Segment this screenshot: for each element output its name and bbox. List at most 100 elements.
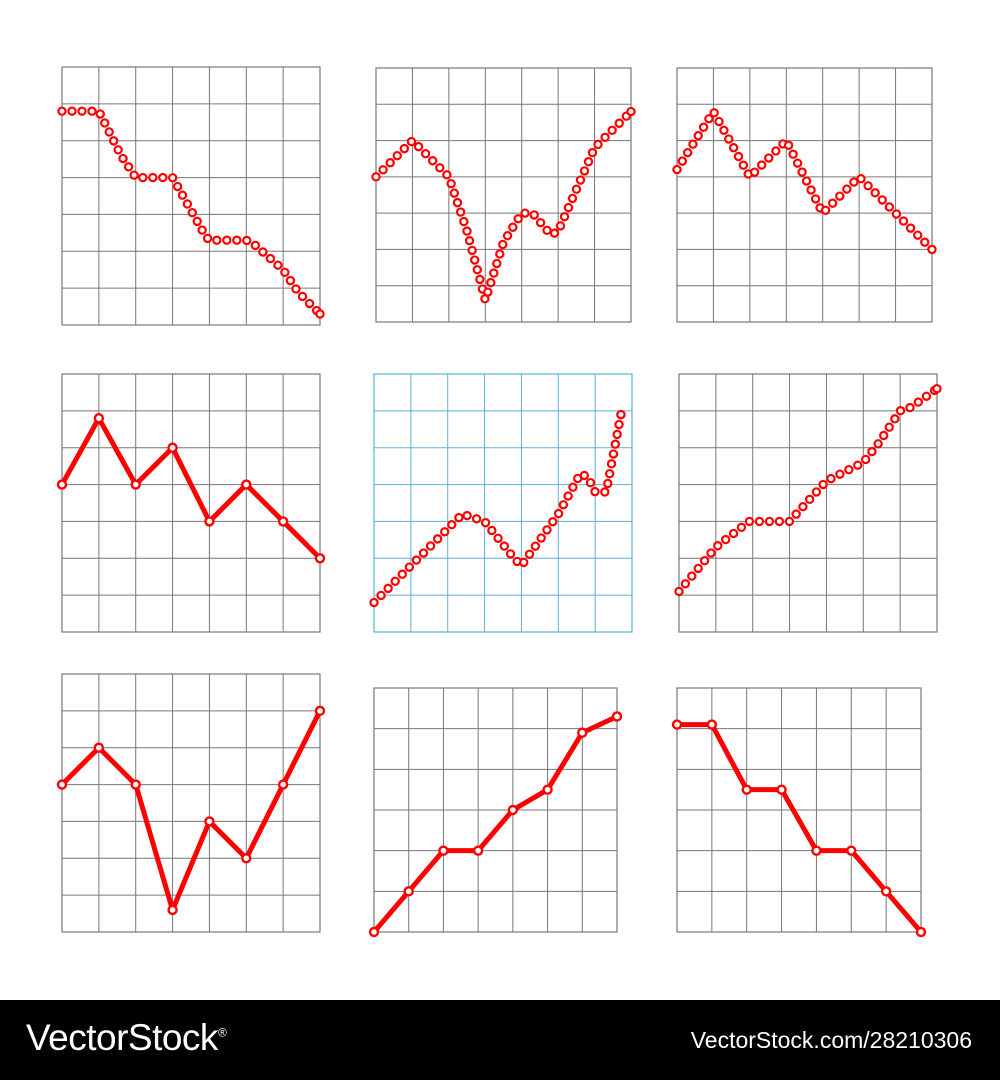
data-marker [420, 148, 431, 159]
data-marker [291, 284, 301, 294]
data-marker [498, 239, 508, 250]
data-marker [470, 255, 480, 265]
data-marker [842, 184, 852, 194]
data-marker [699, 556, 710, 566]
data-marker [297, 291, 308, 302]
data-marker [87, 106, 97, 116]
data-marker [411, 555, 422, 565]
data-marker [108, 136, 119, 146]
data-marker [273, 260, 283, 270]
data-point [241, 479, 252, 490]
data-marker [714, 116, 724, 127]
data-marker [764, 153, 774, 163]
data-marker [535, 217, 546, 228]
data-marker [480, 517, 491, 528]
data-marker [913, 397, 924, 407]
data-marker [553, 508, 564, 519]
chart-frame [375, 67, 632, 323]
watermark-bar: VectorStock® VectorStock.com/28210306 [0, 1000, 1000, 1080]
data-marker [835, 469, 845, 479]
data-marker [672, 164, 682, 175]
data-marker [563, 202, 574, 213]
data-marker [890, 414, 900, 424]
data-marker [182, 199, 193, 209]
data-marker [798, 502, 808, 512]
data-marker [616, 409, 626, 420]
data-marker [542, 525, 552, 535]
data-marker [462, 226, 472, 236]
data-marker [879, 430, 889, 441]
data-marker [158, 172, 168, 183]
data-marker [568, 482, 578, 492]
data-marker [486, 277, 496, 288]
data-marker [709, 108, 719, 118]
data-marker [446, 178, 456, 189]
data-marker [863, 181, 873, 191]
data-point [130, 479, 141, 490]
data-marker [693, 131, 703, 141]
data-marker [706, 548, 716, 558]
data-marker [413, 141, 424, 152]
data-marker [606, 459, 617, 469]
data-marker [148, 172, 158, 183]
data-marker [764, 516, 775, 527]
data-marker [555, 221, 566, 231]
data-marker [856, 174, 866, 184]
data-marker [197, 225, 207, 235]
data-marker [693, 563, 703, 574]
data-marker [626, 106, 636, 117]
data-point [167, 442, 178, 453]
data-marker [104, 127, 114, 137]
data-marker [806, 185, 816, 195]
data-marker [499, 541, 510, 551]
data-marker [519, 557, 529, 568]
data-marker [677, 156, 688, 166]
data-point [507, 804, 519, 816]
data-marker [212, 235, 222, 245]
chart-frame [678, 373, 938, 633]
chart-1 [57, 66, 325, 326]
data-marker [471, 514, 482, 524]
data-marker [187, 207, 198, 218]
data-marker [529, 210, 539, 220]
data-marker [873, 439, 883, 449]
data-marker [432, 534, 443, 544]
data-marker [563, 491, 573, 501]
data-marker [265, 253, 276, 264]
data-marker [797, 167, 807, 177]
registered-mark: ® [217, 1025, 227, 1040]
data-marker [784, 516, 795, 527]
data-marker [536, 533, 546, 543]
data-marker [771, 146, 781, 156]
data-marker [791, 509, 801, 519]
data-marker [242, 235, 252, 246]
data-marker [884, 422, 894, 432]
data-marker [77, 106, 87, 116]
brand-logo: VectorStock® [26, 1017, 227, 1059]
data-marker [558, 500, 569, 510]
data-marker [455, 207, 466, 217]
data-marker [826, 473, 836, 484]
data-point [472, 845, 484, 856]
data-marker [232, 235, 242, 245]
data-marker [505, 549, 516, 559]
series-line [677, 722, 923, 934]
data-marker [724, 134, 734, 144]
data-marker [818, 479, 828, 490]
data-marker [749, 167, 760, 177]
chart-6 [674, 373, 942, 633]
data-marker [575, 175, 586, 185]
data-marker [604, 468, 615, 479]
data-point [542, 784, 553, 795]
data-marker [733, 151, 744, 162]
chart-9 [671, 687, 927, 938]
data-marker [138, 172, 148, 183]
data-marker [399, 143, 410, 154]
data-marker [502, 231, 513, 241]
data-marker [100, 118, 110, 128]
data-point [277, 779, 289, 790]
data-point [93, 413, 105, 424]
data-marker [811, 487, 822, 497]
data-marker [167, 173, 178, 183]
data-marker [754, 516, 765, 527]
